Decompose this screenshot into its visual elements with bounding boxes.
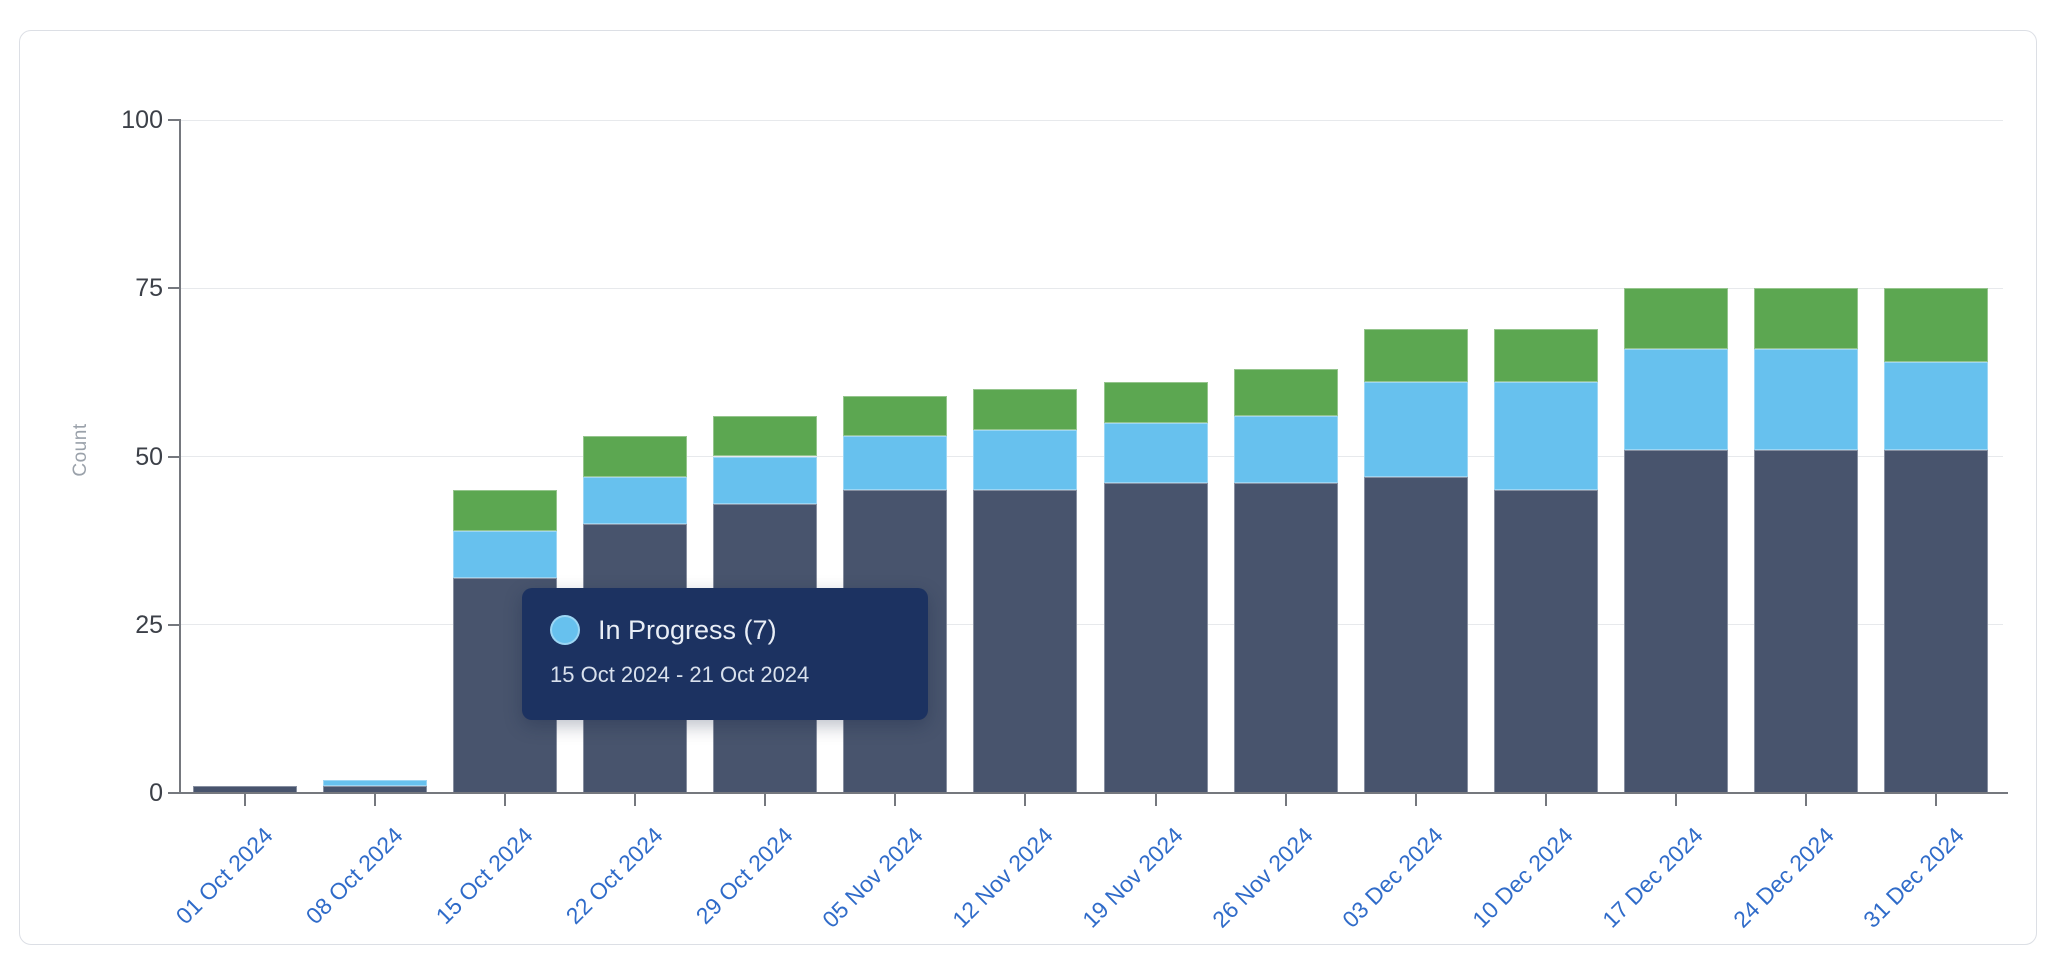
bar-segment-middle[interactable] <box>1363 382 1468 477</box>
x-tick-label: 15 Oct 2024 <box>430 822 538 929</box>
x-tick-label: 31 Dec 2024 <box>1857 822 1969 933</box>
bar-segment-bottom[interactable] <box>1493 490 1598 793</box>
bar-segment-middle[interactable] <box>1884 362 1989 450</box>
y-tick-label: 0 <box>149 779 163 807</box>
y-tick <box>168 623 181 626</box>
bar-segment-top[interactable] <box>1753 288 1858 349</box>
bar-segment-bottom[interactable] <box>193 786 297 793</box>
bar-segment-bottom[interactable] <box>1103 483 1208 793</box>
series-marker-icon <box>550 615 580 645</box>
bar-segment-middle[interactable] <box>323 779 428 787</box>
bar-segment-middle[interactable] <box>843 436 948 491</box>
x-tick <box>1414 793 1417 806</box>
bar-segment-top[interactable] <box>973 389 1078 430</box>
y-tick-label: 50 <box>135 442 163 471</box>
bar-segment-top[interactable] <box>843 395 948 437</box>
x-tick <box>1544 793 1547 806</box>
bar-segment-middle[interactable] <box>1753 348 1858 450</box>
bar-segment-top[interactable] <box>1233 369 1338 417</box>
bar-segment-top[interactable] <box>583 436 688 477</box>
bar-segment-middle[interactable] <box>1103 422 1208 484</box>
x-tick-label: 05 Nov 2024 <box>817 822 928 933</box>
x-tick-label: 19 Nov 2024 <box>1077 822 1188 933</box>
bar-segment-top[interactable] <box>713 416 818 457</box>
grid-line <box>181 287 2003 289</box>
x-tick-label: 29 Oct 2024 <box>690 822 798 929</box>
x-tick <box>1284 793 1287 806</box>
x-tick-label: 03 Dec 2024 <box>1337 822 1449 933</box>
bar-segment-middle[interactable] <box>1233 416 1338 484</box>
x-tick-label: 26 Nov 2024 <box>1207 822 1319 933</box>
bar-segment-top[interactable] <box>1884 288 1989 363</box>
y-tick <box>168 119 181 121</box>
grid-line <box>181 624 2003 626</box>
x-axis-line <box>168 792 2008 794</box>
x-tick <box>504 793 507 806</box>
y-tick <box>168 287 181 290</box>
x-tick <box>1804 793 1807 806</box>
bar-segment-top[interactable] <box>453 490 558 531</box>
grid-line <box>181 456 2003 457</box>
x-tick-label: 12 Nov 2024 <box>947 822 1058 933</box>
tooltip-header-row: In Progress (7) <box>550 610 900 650</box>
chart-tooltip: In Progress (7) 15 Oct 2024 - 21 Oct 202… <box>522 588 928 720</box>
grid-line <box>181 119 2003 121</box>
bar-segment-top[interactable] <box>1363 328 1468 383</box>
bar-segment-bottom[interactable] <box>1884 449 1989 793</box>
bar-segment-middle[interactable] <box>713 456 818 504</box>
x-tick <box>1024 793 1027 806</box>
x-tick <box>244 793 246 806</box>
x-tick <box>634 793 637 806</box>
bar-segment-bottom[interactable] <box>973 490 1078 793</box>
y-tick-label: 25 <box>135 610 163 639</box>
bar-segment-bottom[interactable] <box>1623 449 1728 793</box>
bar-segment-top[interactable] <box>1623 288 1728 349</box>
x-tick-label: 10 Dec 2024 <box>1467 822 1579 933</box>
x-tick-label: 22 Oct 2024 <box>560 822 668 929</box>
x-tick <box>1674 793 1677 806</box>
bar-segment-top[interactable] <box>1103 382 1208 423</box>
y-axis-line <box>179 120 181 793</box>
x-tick <box>894 793 897 806</box>
tooltip-date-range: 15 Oct 2024 - 21 Oct 2024 <box>550 662 810 687</box>
bar-segment-middle[interactable] <box>1623 348 1728 450</box>
bar-segment-middle[interactable] <box>1493 382 1598 491</box>
bar-segment-middle[interactable] <box>583 476 688 524</box>
x-tick-label: 24 Dec 2024 <box>1727 822 1839 933</box>
x-tick <box>1154 793 1157 806</box>
x-tick-label: 01 Oct 2024 <box>170 822 278 929</box>
y-tick-label: 100 <box>121 106 163 134</box>
y-tick <box>168 455 181 458</box>
bar-segment-bottom[interactable] <box>1753 449 1858 793</box>
bar-segment-bottom[interactable] <box>1363 476 1468 793</box>
bar-segment-bottom[interactable] <box>323 786 428 793</box>
x-tick-label: 17 Dec 2024 <box>1597 822 1709 933</box>
x-tick <box>374 793 377 806</box>
x-tick <box>764 793 767 806</box>
x-tick <box>1935 793 1938 806</box>
bar-segment-middle[interactable] <box>453 530 558 578</box>
x-tick-label: 08 Oct 2024 <box>300 822 408 929</box>
bar-segment-top[interactable] <box>1493 328 1598 383</box>
tooltip-series-label: In Progress (7) <box>598 614 777 645</box>
bar-segment-middle[interactable] <box>973 429 1078 491</box>
bar-segment-bottom[interactable] <box>1233 483 1338 793</box>
y-tick-label: 75 <box>135 274 163 303</box>
